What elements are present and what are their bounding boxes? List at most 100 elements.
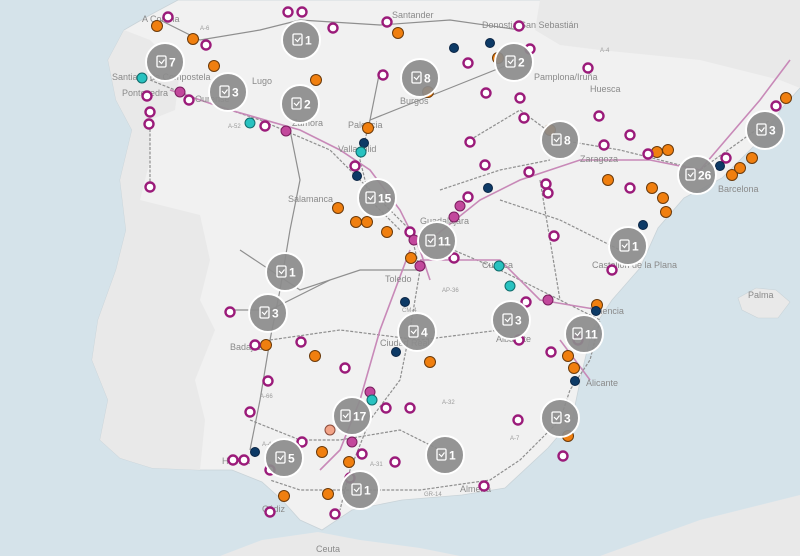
station-ring-marker[interactable]	[282, 6, 294, 18]
cluster-marker[interactable]: 3	[745, 110, 785, 150]
station-ring-marker[interactable]	[244, 406, 256, 418]
cluster-marker[interactable]: 3	[491, 300, 531, 340]
station-ring-marker[interactable]	[227, 454, 239, 466]
station-ring-marker[interactable]	[513, 20, 525, 32]
station-ring-marker[interactable]	[523, 166, 535, 178]
cluster-marker[interactable]: 3	[208, 72, 248, 112]
orange-marker[interactable]	[310, 74, 322, 86]
orange-marker[interactable]	[746, 152, 758, 164]
station-ring-marker[interactable]	[144, 106, 156, 118]
cluster-marker[interactable]: 5	[264, 438, 304, 478]
orange-marker[interactable]	[361, 216, 373, 228]
station-ring-marker[interactable]	[339, 362, 351, 374]
orange-marker[interactable]	[151, 20, 163, 32]
cluster-marker[interactable]: 11	[417, 221, 457, 261]
navy-marker[interactable]	[715, 161, 725, 171]
station-ring-marker[interactable]	[478, 480, 490, 492]
cluster-marker[interactable]: 4	[397, 312, 437, 352]
magenta-marker[interactable]	[174, 86, 186, 98]
cluster-marker[interactable]: 8	[540, 120, 580, 160]
cluster-marker[interactable]: 7	[145, 42, 185, 82]
salmon-marker[interactable]	[324, 424, 336, 436]
orange-marker[interactable]	[316, 446, 328, 458]
station-ring-marker[interactable]	[593, 110, 605, 122]
navy-marker[interactable]	[400, 297, 410, 307]
teal-marker[interactable]	[355, 146, 367, 158]
station-ring-marker[interactable]	[520, 296, 532, 308]
orange-marker[interactable]	[726, 169, 738, 181]
station-ring-marker[interactable]	[512, 414, 524, 426]
cluster-marker[interactable]: 1	[340, 470, 380, 510]
orange-marker[interactable]	[309, 350, 321, 362]
station-ring-marker[interactable]	[624, 129, 636, 141]
cluster-marker[interactable]: 11	[564, 314, 604, 354]
station-ring-marker[interactable]	[404, 402, 416, 414]
orange-marker[interactable]	[208, 60, 220, 72]
orange-marker[interactable]	[568, 362, 580, 374]
station-ring-marker[interactable]	[448, 252, 460, 264]
orange-marker[interactable]	[332, 202, 344, 214]
station-ring-marker[interactable]	[720, 152, 732, 164]
station-ring-marker[interactable]	[464, 136, 476, 148]
cluster-marker[interactable]: 17	[332, 396, 372, 436]
navy-marker[interactable]	[250, 447, 260, 457]
station-ring-marker[interactable]	[356, 448, 368, 460]
orange-marker[interactable]	[657, 192, 669, 204]
orange-marker[interactable]	[424, 356, 436, 368]
station-ring-marker[interactable]	[770, 100, 782, 112]
orange-marker[interactable]	[562, 350, 574, 362]
navy-marker[interactable]	[570, 376, 580, 386]
orange-marker[interactable]	[392, 27, 404, 39]
station-ring-marker[interactable]	[296, 436, 308, 448]
teal-marker[interactable]	[493, 260, 505, 272]
station-ring-marker[interactable]	[557, 450, 569, 462]
station-ring-marker[interactable]	[327, 22, 339, 34]
magenta-marker[interactable]	[448, 211, 460, 223]
orange-marker[interactable]	[278, 490, 290, 502]
cluster-marker[interactable]: 2	[494, 42, 534, 82]
station-ring-marker[interactable]	[381, 16, 393, 28]
station-ring-marker[interactable]	[144, 181, 156, 193]
station-ring-marker[interactable]	[389, 456, 401, 468]
orange-marker[interactable]	[381, 226, 393, 238]
teal-marker[interactable]	[136, 72, 148, 84]
navy-marker[interactable]	[449, 43, 459, 53]
teal-marker[interactable]	[504, 280, 516, 292]
station-ring-marker[interactable]	[200, 39, 212, 51]
cluster-marker[interactable]: 1	[425, 435, 465, 475]
station-ring-marker[interactable]	[380, 402, 392, 414]
orange-marker[interactable]	[780, 92, 792, 104]
orange-marker[interactable]	[646, 182, 658, 194]
station-ring-marker[interactable]	[143, 118, 155, 130]
teal-marker[interactable]	[366, 394, 378, 406]
cluster-marker[interactable]: 1	[265, 252, 305, 292]
navy-marker[interactable]	[483, 183, 493, 193]
cluster-marker[interactable]: 2	[280, 84, 320, 124]
navy-marker[interactable]	[352, 171, 362, 181]
station-ring-marker[interactable]	[548, 230, 560, 242]
station-ring-marker[interactable]	[545, 346, 557, 358]
magenta-marker[interactable]	[414, 260, 426, 272]
navy-marker[interactable]	[638, 220, 648, 230]
magenta-marker[interactable]	[542, 294, 554, 306]
orange-marker[interactable]	[362, 122, 374, 134]
station-ring-marker[interactable]	[462, 57, 474, 69]
station-ring-marker[interactable]	[224, 306, 236, 318]
navy-marker[interactable]	[485, 38, 495, 48]
station-ring-marker[interactable]	[296, 6, 308, 18]
station-ring-marker[interactable]	[183, 94, 195, 106]
navy-marker[interactable]	[591, 306, 601, 316]
cluster-marker[interactable]: 1	[281, 20, 321, 60]
station-ring-marker[interactable]	[262, 375, 274, 387]
station-ring-marker[interactable]	[329, 508, 341, 520]
station-ring-marker[interactable]	[598, 139, 610, 151]
station-ring-marker[interactable]	[542, 187, 554, 199]
station-ring-marker[interactable]	[514, 92, 526, 104]
station-ring-marker[interactable]	[582, 62, 594, 74]
orange-marker[interactable]	[660, 206, 672, 218]
orange-marker[interactable]	[350, 216, 362, 228]
cluster-marker[interactable]: 8	[400, 58, 440, 98]
orange-marker[interactable]	[343, 456, 355, 468]
station-ring-marker[interactable]	[480, 87, 492, 99]
